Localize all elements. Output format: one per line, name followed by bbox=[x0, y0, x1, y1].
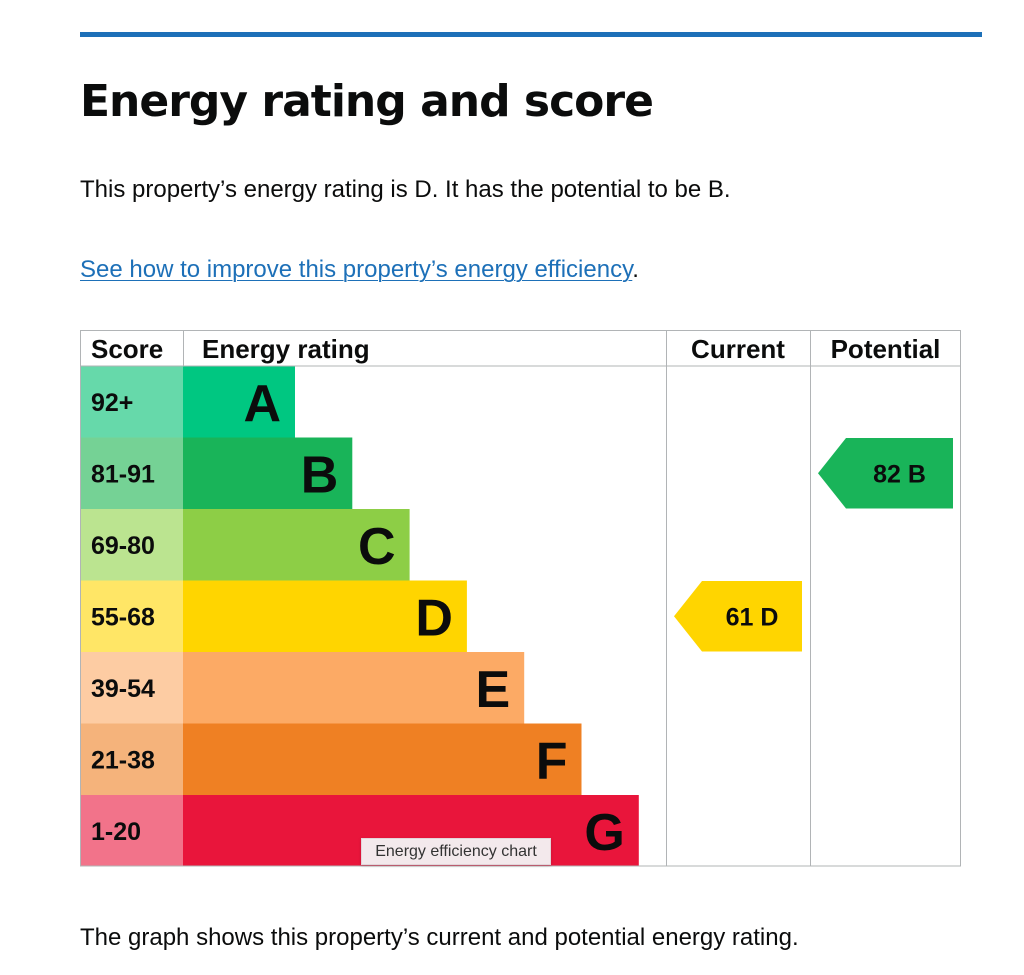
score-cell-d bbox=[80, 580, 183, 652]
section-divider bbox=[80, 32, 982, 37]
rating-summary: This property’s energy rating is D. It h… bbox=[80, 176, 731, 203]
header-potential: Potential bbox=[831, 334, 941, 364]
score-cell-c bbox=[80, 509, 183, 581]
score-cell-a bbox=[80, 366, 183, 438]
rating-bar-a bbox=[183, 366, 295, 438]
rating-letter-g: G bbox=[584, 804, 624, 862]
score-range-c: 69-80 bbox=[91, 532, 155, 560]
score-range-b: 81-91 bbox=[91, 460, 155, 488]
potential-arrow bbox=[818, 438, 953, 509]
rating-letter-d: D bbox=[415, 589, 453, 647]
current-arrow bbox=[674, 581, 802, 652]
chart-caption: The graph shows this property’s current … bbox=[80, 924, 799, 951]
rating-bar-c bbox=[183, 509, 410, 581]
improve-efficiency-link[interactable]: See how to improve this property’s energ… bbox=[80, 256, 633, 283]
improve-paragraph: See how to improve this property’s energ… bbox=[80, 254, 639, 286]
score-cell-e bbox=[80, 652, 183, 724]
rating-letter-e: E bbox=[476, 661, 511, 719]
current-rating-label: 61 D bbox=[726, 603, 779, 631]
potential-rating-label: 82 B bbox=[873, 460, 926, 488]
score-range-e: 39-54 bbox=[91, 675, 155, 703]
header-current: Current bbox=[691, 334, 785, 364]
rating-bar-f bbox=[183, 723, 582, 795]
rating-bar-d bbox=[183, 580, 467, 652]
rating-letter-a: A bbox=[243, 375, 281, 433]
score-range-f: 21-38 bbox=[91, 746, 155, 774]
energy-efficiency-chart: Score Energy rating Current Potential 92+ A 81… bbox=[80, 330, 961, 868]
rating-letter-c: C bbox=[358, 518, 396, 576]
score-cell-f bbox=[80, 723, 183, 795]
page-title: Energy rating and score bbox=[80, 76, 654, 127]
improve-link-suffix: . bbox=[632, 256, 639, 283]
rating-letter-b: B bbox=[301, 446, 339, 504]
energy-chart-svg: Score Energy rating Current Potential 92+ A 81… bbox=[80, 330, 961, 867]
chart-border bbox=[80, 330, 961, 867]
rating-bar-b bbox=[183, 437, 353, 509]
score-cell-b bbox=[80, 437, 183, 509]
rating-letter-f: F bbox=[536, 732, 568, 790]
chart-tooltip: Energy efficiency chart bbox=[361, 838, 551, 865]
header-energy-rating: Energy rating bbox=[202, 334, 370, 364]
score-range-a: 92+ bbox=[91, 389, 133, 417]
header-score: Score bbox=[91, 334, 163, 364]
score-range-g: 1-20 bbox=[91, 818, 141, 846]
score-cell-g bbox=[80, 795, 183, 867]
score-range-d: 55-68 bbox=[91, 603, 155, 631]
rating-bar-e bbox=[183, 652, 525, 724]
